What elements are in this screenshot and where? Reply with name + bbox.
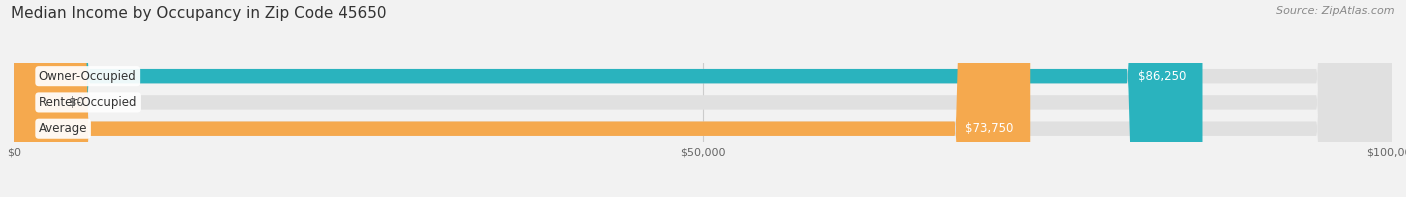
Text: Average: Average: [39, 122, 87, 135]
Text: Renter-Occupied: Renter-Occupied: [39, 96, 138, 109]
FancyBboxPatch shape: [14, 0, 1392, 197]
Text: Owner-Occupied: Owner-Occupied: [39, 70, 136, 83]
Text: $86,250: $86,250: [1137, 70, 1185, 83]
Text: Median Income by Occupancy in Zip Code 45650: Median Income by Occupancy in Zip Code 4…: [11, 6, 387, 21]
Text: Source: ZipAtlas.com: Source: ZipAtlas.com: [1277, 6, 1395, 16]
FancyBboxPatch shape: [14, 0, 48, 197]
FancyBboxPatch shape: [14, 0, 1392, 197]
Text: $73,750: $73,750: [966, 122, 1014, 135]
FancyBboxPatch shape: [14, 0, 1031, 197]
Text: $0: $0: [69, 96, 84, 109]
FancyBboxPatch shape: [14, 0, 1392, 197]
FancyBboxPatch shape: [14, 0, 1202, 197]
